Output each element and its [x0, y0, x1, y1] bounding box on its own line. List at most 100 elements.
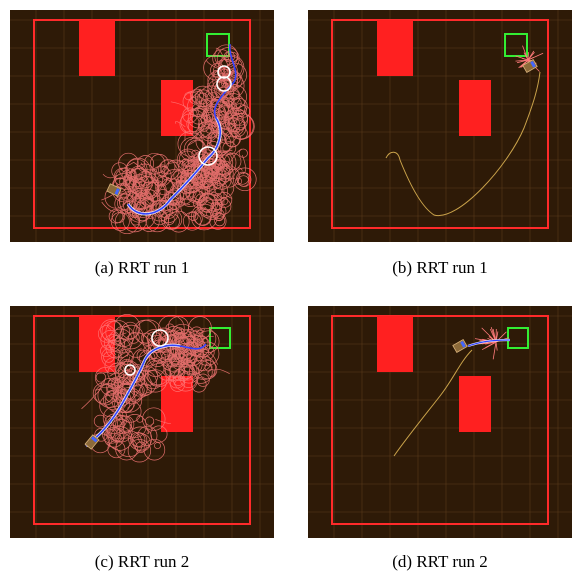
tree-branch: [220, 150, 229, 158]
tree-loop: [216, 47, 240, 70]
tree-branch: [94, 378, 106, 391]
tree-branch: [136, 391, 154, 401]
tree-loop: [111, 389, 136, 413]
tree-branch: [109, 358, 128, 377]
tree-branch: [191, 211, 196, 221]
tree-branch: [112, 419, 126, 438]
tree-loop: [224, 79, 238, 92]
tree-loop: [191, 377, 207, 393]
path-loop: [124, 364, 136, 376]
tree-loop: [205, 170, 217, 181]
obstacle-tall: [377, 316, 413, 372]
tree-loop: [103, 334, 122, 352]
tree-branch: [485, 341, 497, 348]
tree-branch: [123, 171, 135, 177]
tree-loop: [111, 162, 129, 180]
tree-loop: [199, 344, 215, 360]
tree-branch: [215, 113, 221, 124]
tree-loop: [131, 370, 157, 396]
tree-branch: [111, 410, 117, 430]
tree-loop: [133, 163, 156, 186]
tree-loop: [103, 351, 115, 363]
tree-branch: [148, 214, 155, 219]
tree-loop: [177, 130, 204, 157]
tree-loop: [156, 164, 169, 177]
tree-loop: [130, 431, 146, 448]
tree-loop: [132, 173, 159, 200]
grid: [308, 10, 572, 242]
tree-loop: [155, 356, 180, 381]
tree-loop: [130, 366, 145, 380]
tree-branch: [207, 134, 212, 145]
tree-branch: [118, 170, 129, 188]
tree-loop: [97, 325, 116, 343]
tree-loop: [130, 371, 146, 387]
tree-branch: [157, 176, 170, 193]
tree-loop: [143, 370, 163, 390]
tree-loop: [196, 330, 220, 353]
tree-loop: [180, 109, 206, 135]
tree-loop: [222, 93, 235, 106]
tree-loop: [191, 355, 216, 381]
tree-loop: [114, 396, 131, 413]
rrt-plot-a: [10, 10, 274, 242]
tree-loop: [198, 360, 218, 380]
tree-branch: [220, 174, 236, 180]
tree-loop: [110, 427, 126, 443]
plot-layer: [308, 306, 572, 538]
tree-loop: [168, 353, 176, 361]
workspace-boundary: [331, 19, 549, 229]
tree-loop: [176, 172, 198, 195]
tree-branch: [155, 418, 171, 424]
caption-c: (c) RRT run 2: [94, 552, 190, 571]
tree-loop: [94, 367, 117, 389]
tree-loop: [195, 341, 220, 366]
tree-loop: [127, 439, 152, 463]
tree-branch: [101, 430, 117, 443]
tree-branch: [174, 198, 191, 205]
tree-branch: [81, 388, 102, 410]
tree-loop: [210, 62, 226, 78]
tree-branch: [184, 161, 193, 169]
tree-branch: [527, 52, 535, 61]
tree-loop: [132, 171, 160, 198]
tree-branch: [211, 115, 218, 135]
tree-branch: [482, 341, 497, 344]
tree-loop: [190, 203, 218, 231]
tree-loop: [179, 363, 195, 379]
tree-branch: [522, 58, 529, 61]
tree-branch: [188, 88, 201, 101]
tree-branch: [153, 181, 159, 190]
workspace-boundary: [33, 315, 251, 525]
tree-branch: [150, 422, 155, 430]
tree-branch: [225, 99, 231, 108]
tree-loop: [115, 390, 131, 406]
tree-loop: [234, 177, 243, 185]
tree-loop: [160, 159, 176, 175]
tree-loop: [224, 152, 242, 171]
rrt-plot-c: [10, 306, 274, 538]
tree-loop: [128, 364, 146, 382]
tree-loop: [100, 378, 118, 396]
tree-loop: [175, 343, 196, 364]
tree-loop: [110, 337, 131, 359]
tree-loop: [93, 414, 107, 428]
tree-loop: [176, 148, 200, 172]
tree-branch: [208, 350, 214, 356]
tree-branch: [132, 382, 143, 400]
tree-loop: [143, 438, 166, 461]
tree-loop: [136, 415, 144, 423]
tree-branch: [198, 211, 203, 225]
robot-icon: [106, 183, 122, 197]
tree-loop: [172, 328, 194, 351]
tree-loop: [205, 209, 213, 217]
tree-loop: [210, 201, 221, 212]
robot-trajectory: [393, 349, 473, 457]
tree-branch: [527, 52, 529, 61]
obstacle-center: [459, 80, 491, 136]
tree-branch: [139, 176, 144, 181]
workspace-boundary: [331, 315, 549, 525]
tree-branch: [114, 362, 135, 371]
tree-loop: [114, 434, 122, 442]
tree-loop: [102, 425, 121, 444]
